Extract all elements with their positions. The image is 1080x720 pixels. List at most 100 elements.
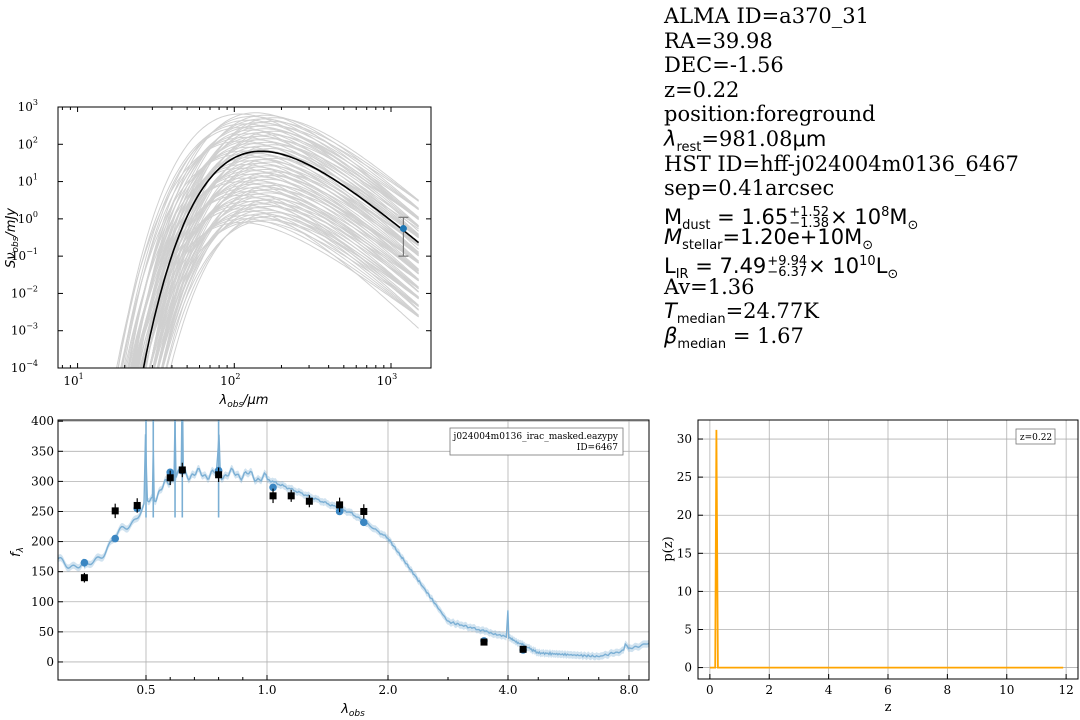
y-tick-label: 250 [31,504,54,518]
source-info-panel: ALMA ID=a370_31 RA=39.98 DEC=-1.56 z=0.2… [664,4,1074,352]
observed-photometry-point [133,501,141,509]
dust-sed-x-ticks: 101 102 103 [61,107,397,388]
model-draw-curve [161,185,419,368]
y-tick-label: 5 [684,622,692,636]
observed-photometry-point [305,497,313,505]
pz-grid [698,420,1078,679]
hst-id: HST ID=hff-j024004m0136_6467 [664,151,1019,176]
observed-photometry-point [269,492,277,500]
observed-photometry-point [480,638,488,646]
pz-legend: z=0.22 [1015,428,1056,445]
dust-mass: Mdust = 1.65 +1.52 −1.38 × 108M⊙ [664,204,919,233]
dust-sed-frame [57,106,432,369]
model-draw-curve [132,122,419,368]
model-draws [116,112,419,368]
model-photometry-point [360,518,368,527]
stellar-mass: Mstellar=1.20e+10M⊙ [664,225,874,254]
model-draw-curve [145,120,419,368]
x-tick-label: 8 [944,683,952,697]
y-tick-label: 400 [31,414,54,428]
y-tick-label: 150 [31,565,54,579]
observed-photometry-points [80,462,527,653]
x-tick-label: 4 [825,683,833,697]
y-tick-label: 0 [684,661,692,675]
dust-temperature: Tmedian=24.77K [664,299,819,328]
model-draw-curve [120,154,419,368]
model-draw-curve [136,135,419,368]
x-tick-label: 12 [1058,683,1073,697]
y-tick-label: 25 [677,470,692,484]
optical-sed-legend: j024004m0136_irac_masked.eazypy ID=6467 [449,427,624,456]
x-tick-label: 0 [706,683,714,697]
observed-photometry-point [360,507,368,515]
model-draw-curve [127,133,419,368]
model-draw-curve [125,150,419,368]
x-tick-label: 101 [63,372,83,388]
model-draw-curve [117,123,419,368]
dec: DEC=-1.56 [664,53,784,78]
x-tick-label: 4.0 [498,683,517,697]
pz-legend-text: z=0.22 [1020,433,1052,443]
y-tick-label: 100 [18,210,38,226]
observed-photometry-point [178,466,186,474]
pz-x-label: z [885,700,892,715]
y-tick-label: 10 [677,584,692,598]
model-draw-curve [127,125,419,368]
optical-sed-x-label: λobs [340,702,365,719]
x-tick-label: 102 [220,372,240,388]
pz-x-ticks: 0 2 4 6 8 10 12 [706,674,1074,697]
lambda-rest: λrest=981.08μm [664,126,827,156]
model-draw-curve [123,119,419,368]
y-tick-label: 0 [46,655,54,669]
x-tick-label: 1.0 [257,683,276,697]
x-tick-label: 2 [765,683,773,697]
x-tick-label: 2.0 [378,683,397,697]
model-draw-curve [144,214,419,368]
model-draw-curve [157,144,419,368]
ir-luminosity: LIR = 7.49 +9.94 −6.37 × 1010L⊙ [664,253,899,283]
y-tick-label: 102 [18,135,38,151]
model-draw-curve [133,112,419,368]
alma-observation [398,216,409,257]
alma-id: ALMA ID=a370_31 [664,4,870,28]
model-draw-curve [132,139,419,368]
x-tick-label: 10 [999,683,1014,697]
redshift: z=0.22 [664,77,740,102]
observed-photometry-point [215,471,223,479]
y-tick-label: 20 [677,508,692,522]
model-draw-curve [142,114,419,368]
extinction: Av=1.36 [664,274,755,299]
model-draw-curve [124,167,419,368]
model-draw-curve [161,175,419,368]
y-tick-label: 101 [18,173,38,189]
pz-panel: 0 2 4 6 8 10 12 0 5 10 15 20 25 30 z=0.22 z p(z) [661,419,1079,715]
optical-sed-y-label: fλ [9,547,26,557]
observed-photometry-point [111,507,119,515]
y-tick-label: 103 [18,98,38,114]
obs-point [399,225,407,233]
x-tick-label: 0.5 [136,683,155,697]
legend-source-id: ID=6467 [577,443,618,453]
y-tick-label: 350 [31,444,54,458]
model-photometry-point [111,534,119,543]
optical-sed-grid [58,420,649,680]
observed-photometry-point [80,574,88,582]
model-draw-curve [121,136,419,368]
separation: sep=0.41arcsec [664,176,835,201]
y-tick-label: 100 [31,595,54,609]
y-tick-label: 10−2 [11,284,38,300]
y-tick-label: 10−4 [11,359,38,375]
position: position:foreground [664,102,876,127]
y-tick-label: 10−3 [11,322,38,338]
observed-photometry-point [287,492,295,500]
observed-photometry-point [519,645,527,653]
model-draw-curve [149,220,419,368]
model-draw-curve [134,187,419,368]
model-draw-curve [149,203,419,368]
optical-sed-x-ticks: 0.5 1.0 2.0 4.0 8.0 [136,675,639,697]
model-draw-curve [153,130,419,368]
optical-sed-frame [57,419,650,681]
model-photometry-point [269,483,277,492]
